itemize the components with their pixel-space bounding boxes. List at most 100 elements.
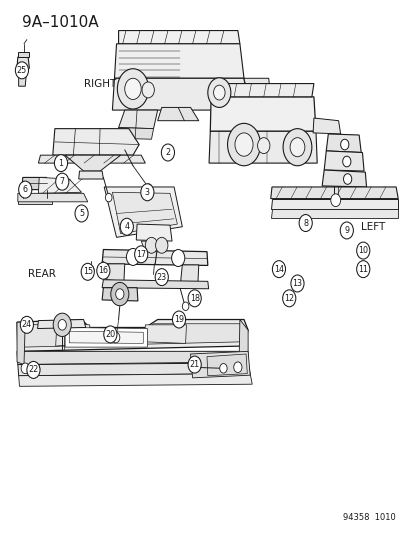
- Polygon shape: [38, 177, 81, 193]
- Polygon shape: [206, 354, 247, 376]
- Polygon shape: [118, 110, 157, 128]
- Circle shape: [227, 123, 260, 166]
- Polygon shape: [38, 319, 85, 328]
- Polygon shape: [19, 374, 252, 386]
- Text: 8: 8: [302, 219, 307, 228]
- Polygon shape: [65, 327, 147, 347]
- Text: 23: 23: [157, 272, 166, 281]
- Polygon shape: [112, 192, 177, 233]
- Circle shape: [145, 237, 157, 253]
- Text: 7: 7: [59, 177, 65, 186]
- Polygon shape: [18, 363, 249, 376]
- Polygon shape: [107, 264, 124, 281]
- Circle shape: [15, 62, 28, 79]
- Text: 9A–1010A: 9A–1010A: [22, 14, 98, 30]
- Circle shape: [21, 363, 29, 374]
- Polygon shape: [157, 108, 198, 120]
- Text: 1: 1: [58, 159, 63, 167]
- Polygon shape: [38, 155, 145, 163]
- Circle shape: [272, 261, 285, 278]
- Polygon shape: [65, 155, 120, 171]
- Circle shape: [298, 215, 311, 231]
- Polygon shape: [17, 319, 247, 351]
- Polygon shape: [209, 131, 316, 163]
- Polygon shape: [112, 78, 247, 110]
- Circle shape: [81, 263, 94, 280]
- Polygon shape: [270, 199, 397, 209]
- Circle shape: [219, 364, 227, 373]
- Polygon shape: [17, 322, 25, 365]
- Circle shape: [257, 138, 269, 154]
- Circle shape: [100, 266, 105, 274]
- Polygon shape: [321, 170, 366, 187]
- Text: 16: 16: [98, 266, 108, 275]
- Polygon shape: [18, 193, 88, 202]
- Text: 10: 10: [357, 246, 368, 255]
- Circle shape: [20, 317, 33, 333]
- Circle shape: [104, 326, 116, 343]
- Text: 14: 14: [273, 265, 283, 273]
- Polygon shape: [102, 288, 138, 301]
- Polygon shape: [118, 30, 239, 44]
- Text: 3: 3: [145, 188, 150, 197]
- Circle shape: [27, 361, 40, 378]
- Text: 24: 24: [22, 320, 32, 329]
- Text: 15: 15: [83, 268, 93, 276]
- Circle shape: [112, 332, 119, 343]
- Circle shape: [140, 184, 154, 201]
- Polygon shape: [136, 224, 172, 241]
- Circle shape: [53, 313, 71, 336]
- Circle shape: [235, 133, 252, 156]
- Circle shape: [145, 184, 152, 192]
- Polygon shape: [24, 323, 242, 347]
- Polygon shape: [18, 198, 52, 204]
- Text: 25: 25: [17, 66, 27, 75]
- Text: 12: 12: [283, 294, 294, 303]
- Circle shape: [155, 237, 168, 253]
- Text: REAR: REAR: [28, 270, 56, 279]
- Polygon shape: [19, 77, 26, 86]
- Polygon shape: [104, 187, 182, 237]
- Polygon shape: [214, 84, 313, 97]
- Text: 4: 4: [124, 222, 129, 231]
- Circle shape: [105, 193, 112, 202]
- Text: 18: 18: [189, 294, 199, 303]
- Polygon shape: [55, 323, 90, 346]
- Polygon shape: [53, 128, 139, 155]
- Circle shape: [161, 144, 174, 161]
- Text: 21: 21: [189, 360, 199, 369]
- Polygon shape: [190, 351, 249, 378]
- Text: RIGHT: RIGHT: [83, 78, 116, 88]
- Circle shape: [182, 302, 188, 311]
- Circle shape: [117, 69, 148, 109]
- Circle shape: [290, 138, 304, 157]
- Circle shape: [356, 261, 369, 278]
- Text: 13: 13: [292, 279, 302, 288]
- Circle shape: [126, 248, 139, 265]
- Circle shape: [55, 173, 69, 190]
- Text: 17: 17: [136, 250, 146, 259]
- Polygon shape: [325, 134, 360, 152]
- Polygon shape: [18, 52, 29, 57]
- Circle shape: [124, 78, 141, 100]
- Circle shape: [340, 139, 348, 150]
- Polygon shape: [144, 325, 186, 343]
- Circle shape: [88, 266, 94, 273]
- Circle shape: [142, 82, 154, 98]
- Text: 22: 22: [28, 366, 38, 374]
- Text: 19: 19: [173, 315, 184, 324]
- Circle shape: [54, 155, 67, 172]
- Circle shape: [343, 174, 351, 184]
- Circle shape: [75, 205, 88, 222]
- Polygon shape: [102, 280, 208, 289]
- Polygon shape: [323, 151, 363, 171]
- Circle shape: [172, 311, 185, 328]
- Text: 6: 6: [23, 185, 28, 194]
- Circle shape: [207, 78, 230, 108]
- Circle shape: [97, 262, 110, 279]
- Circle shape: [282, 290, 295, 307]
- Polygon shape: [312, 118, 340, 134]
- Circle shape: [330, 194, 340, 207]
- Circle shape: [188, 356, 201, 373]
- Circle shape: [120, 218, 133, 235]
